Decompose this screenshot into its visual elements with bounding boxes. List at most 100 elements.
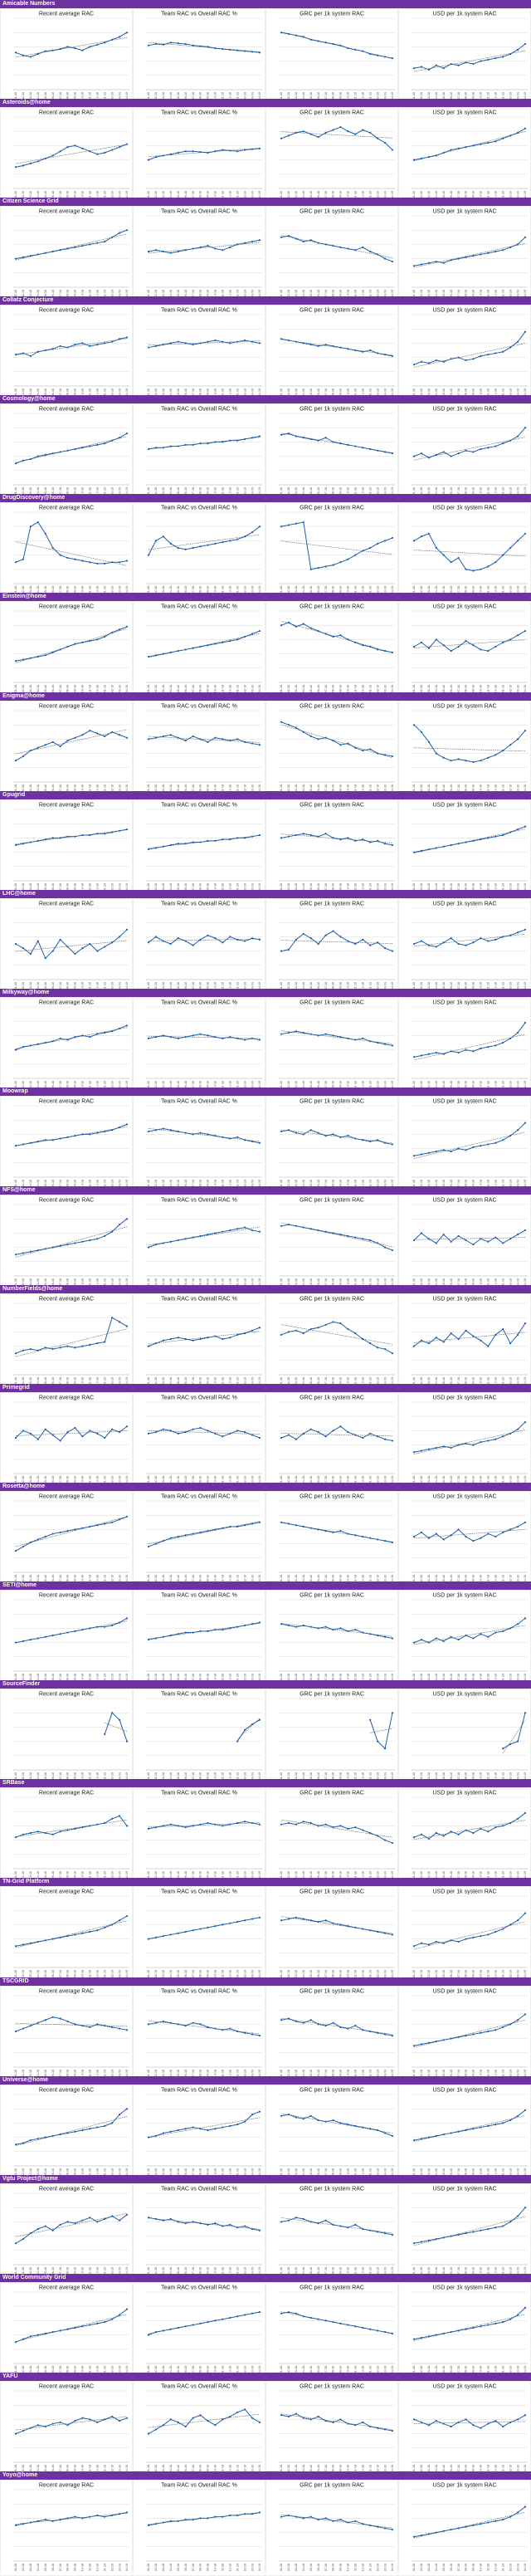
data-point	[391, 1933, 394, 1936]
x-tick-label: 02-18	[287, 191, 290, 198]
data-point	[295, 2312, 297, 2314]
x-tick-label: 05-18	[44, 1674, 47, 1681]
project-header: Amicable Numbers	[0, 0, 531, 8]
data-point	[332, 1034, 334, 1037]
data-point	[494, 1333, 497, 1336]
x-tick-label: 11-18	[487, 1871, 490, 1879]
data-point	[169, 2130, 172, 2133]
series-line	[280, 1321, 393, 1354]
x-tick-label: 01-19	[368, 2070, 372, 2077]
data-point	[420, 642, 423, 644]
x-tick-label: 02-19	[243, 1180, 246, 1187]
x-tick-label: 01-18	[280, 487, 283, 495]
x-tick-label: 02-18	[22, 982, 25, 990]
data-point	[51, 348, 54, 350]
x-tick-label: 03-18	[29, 2267, 32, 2275]
x-tick-label: 01-19	[103, 1180, 106, 1187]
project-section: Collatz Conjecture Recent average RAC 01-1…	[0, 296, 531, 402]
x-tick-label: 11-18	[354, 685, 358, 692]
x-tick-label: 10-18	[347, 982, 350, 990]
data-point	[391, 537, 394, 540]
data-point	[339, 1530, 342, 1532]
x-tick-label: 06-18	[450, 1180, 453, 1187]
chart-frame	[398, 2084, 531, 2181]
chart-panel: Recent average RAC 01-18 02-18 03-18 04-18 05…	[0, 897, 133, 995]
data-point	[125, 2107, 129, 2109]
x-tick-label: 04-18	[169, 2168, 173, 2176]
data-point	[391, 755, 394, 757]
chart-title: Recent average RAC	[39, 1396, 94, 1401]
chart-title: Team RAC vs Overall RAC %	[161, 1197, 237, 1203]
line-chart: Team RAC vs Overall RAC %01-18 02-18 03-18…	[133, 2281, 266, 2378]
data-point	[214, 1528, 217, 1531]
data-point	[427, 156, 430, 159]
data-point	[111, 941, 114, 944]
data-point	[480, 60, 482, 62]
data-point	[44, 454, 46, 457]
x-tick-label: 08-18	[199, 2267, 202, 2275]
data-point	[37, 1043, 39, 1045]
x-tick-label: 01-19	[236, 92, 239, 100]
x-tick-label: 10-18	[480, 586, 483, 594]
x-tick-label: 01-18	[14, 982, 17, 990]
chart-panel: GRC per 1k system RAC 01-18 02-18 03-18 04-1…	[266, 2380, 398, 2477]
data-point	[14, 1048, 17, 1051]
chart-frame	[0, 206, 133, 302]
x-tick-label: 03-18	[162, 1871, 165, 1879]
data-point	[347, 1431, 349, 1434]
x-tick-label: 08-18	[332, 1377, 335, 1385]
data-point	[502, 2518, 504, 2521]
x-tick-label: 03-18	[29, 883, 32, 891]
x-tick-label: 10-18	[81, 785, 85, 792]
x-tick-label: 10-18	[480, 487, 483, 495]
line-chart: Team RAC vs Overall RAC %01-18 02-18 03-18…	[133, 1985, 266, 2082]
data-point	[450, 1240, 452, 1243]
data-point	[347, 1630, 349, 1633]
data-point	[104, 342, 106, 345]
data-point	[435, 2040, 437, 2042]
data-point	[244, 836, 246, 839]
data-point	[81, 1826, 84, 1829]
data-point	[509, 1342, 512, 1345]
x-tick-label: 07-18	[324, 1674, 328, 1681]
x-tick-label: 10-18	[347, 1871, 350, 1879]
data-point	[302, 1031, 304, 1034]
x-tick-label: 02-18	[287, 290, 290, 297]
data-point	[104, 735, 106, 737]
line-chart: Team RAC vs Overall RAC %01-18 02-18 03-18…	[133, 700, 266, 797]
data-point	[362, 1037, 364, 1039]
data-point	[14, 843, 17, 846]
data-point	[118, 628, 121, 631]
data-point	[362, 749, 364, 751]
data-point	[147, 448, 150, 451]
data-point	[295, 1524, 297, 1527]
data-point	[442, 1149, 445, 1151]
x-tick-label: 05-18	[177, 1476, 180, 1484]
x-tick-label: 01-19	[103, 1772, 106, 1780]
data-point	[177, 2022, 179, 2026]
data-point	[420, 1639, 423, 1641]
x-tick-label: 05-18	[177, 586, 180, 594]
data-point	[29, 952, 32, 955]
x-tick-label: 01-18	[280, 1377, 283, 1385]
x-tick-label: 01-18	[147, 883, 150, 891]
data-point	[332, 636, 334, 638]
x-tick-label: 04-19	[524, 389, 527, 396]
x-tick-label: 12-18	[95, 1278, 99, 1286]
x-tick-label: 08-18	[465, 982, 468, 990]
x-tick-label: 02-18	[22, 586, 25, 594]
data-point	[509, 1627, 512, 1630]
x-tick-label: 02-18	[287, 1476, 290, 1484]
x-tick-label: 03-19	[251, 586, 254, 594]
data-point	[22, 2429, 25, 2432]
data-point	[362, 50, 364, 52]
x-tick-label: 07-18	[192, 883, 195, 891]
data-point	[339, 2121, 342, 2124]
data-point	[96, 2126, 99, 2129]
chart-title: Team RAC vs Overall RAC %	[161, 802, 237, 808]
data-point	[199, 737, 202, 741]
x-tick-label: 08-18	[66, 191, 70, 198]
